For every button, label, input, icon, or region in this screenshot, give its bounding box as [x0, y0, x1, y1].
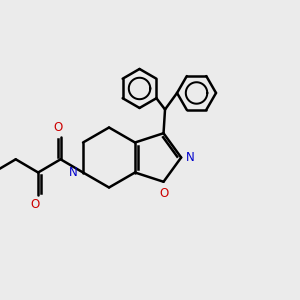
- Text: O: O: [53, 121, 62, 134]
- Text: O: O: [31, 198, 40, 211]
- Text: N: N: [186, 151, 194, 164]
- Text: N: N: [69, 166, 78, 179]
- Text: O: O: [159, 187, 168, 200]
